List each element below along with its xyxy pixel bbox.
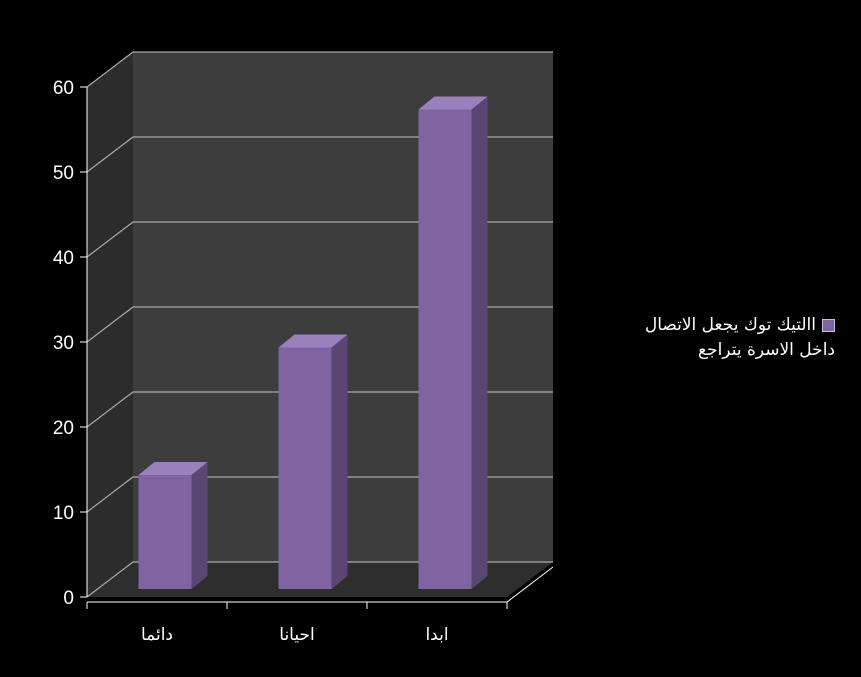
bar-front: [278, 347, 332, 589]
gridlines: [86, 51, 553, 598]
legend-label-line2: داخل الاسرة يتراجع: [698, 340, 835, 360]
x-category-label: احيانا: [279, 625, 314, 645]
bar-top: [418, 96, 488, 110]
bar-top: [138, 462, 208, 475]
bar-top: [278, 334, 348, 348]
axis-labels: 0 10 20 30 40 50 60 دائما احيانا ابدا: [53, 78, 449, 645]
y-tick-label: 10: [53, 503, 74, 524]
legend-swatch: [822, 318, 835, 332]
legend-entry: االتيك توك يجعل الاتصال: [585, 313, 835, 338]
gridline: [86, 51, 553, 88]
bar-front: [138, 475, 192, 589]
bar-front: [418, 109, 472, 589]
bar: [278, 334, 348, 589]
gridline: [86, 306, 553, 343]
y-tick-label: 30: [53, 333, 74, 354]
y-tick-label: 20: [53, 418, 74, 439]
legend-label-line1: االتيك توك يجعل الاتصال: [644, 315, 816, 335]
bar-side: [471, 96, 488, 589]
bar-side: [191, 462, 208, 589]
x-axis-depth-line: [506, 566, 554, 603]
legend: االتيك توك يجعل الاتصال داخل الاسرة يترا…: [585, 313, 835, 363]
gridline: [86, 476, 553, 513]
gridline: [86, 391, 553, 428]
bar: [418, 96, 488, 589]
gridline: [86, 561, 553, 598]
gridline: [86, 221, 553, 258]
y-tick-label: 50: [53, 163, 74, 184]
y-tick-label: 40: [53, 248, 74, 269]
bar-side: [331, 334, 348, 589]
y-tick-label: 0: [63, 588, 74, 609]
bars: [138, 96, 488, 589]
x-category-label: ابدا: [425, 625, 448, 645]
bar: [138, 462, 208, 589]
x-category-label: دائما: [141, 625, 173, 645]
y-tick-label: 60: [53, 78, 74, 99]
gridline: [86, 136, 553, 173]
axes: [80, 86, 554, 609]
